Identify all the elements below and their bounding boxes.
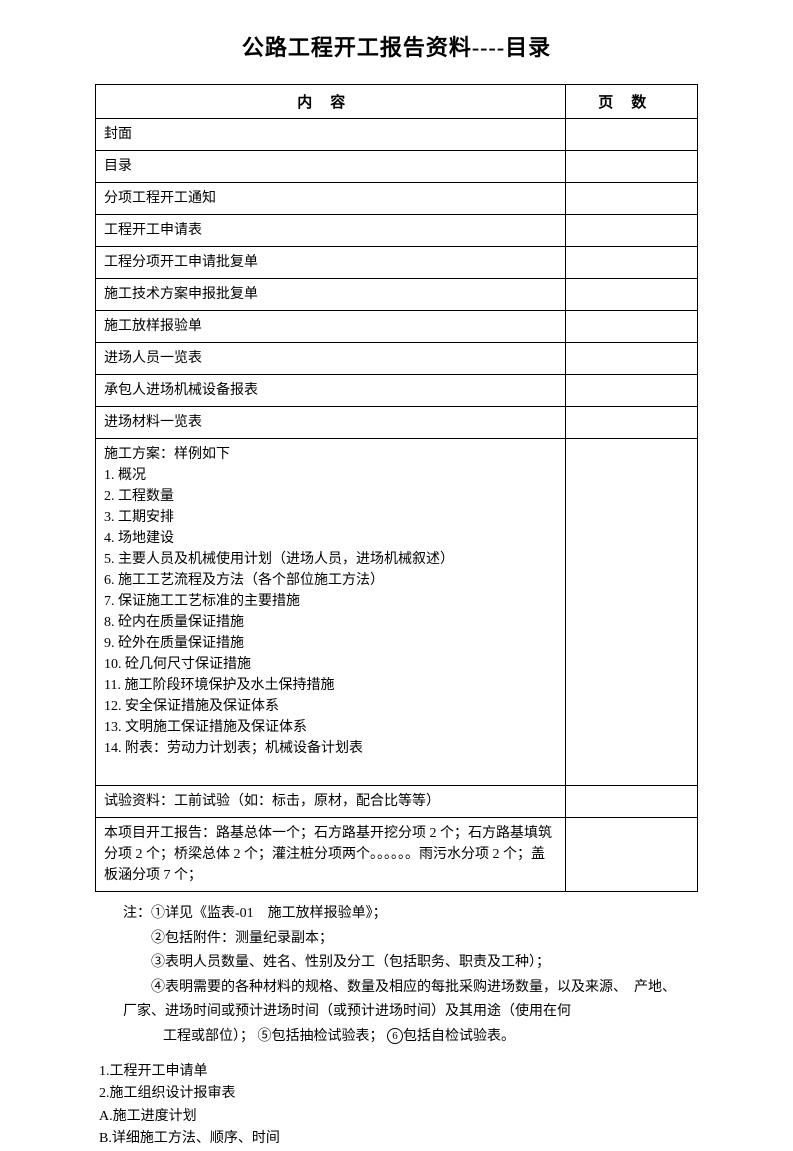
toc-table: 内容 页数 封面 目录 分项工程开工通知 工程开工申请表 工程分项开工申请批复单… [95,84,698,892]
table-row-test: 试验资料：工前试验（如：标击，原材，配合比等等） [96,786,698,818]
header-page: 页数 [565,85,697,119]
header-content: 内容 [96,85,566,119]
cell-content: 进场人员一览表 [96,343,566,375]
table-row: 工程分项开工申请批复单 [96,247,698,279]
note-line: 工程或部位）； ⑤包括抽检试验表； 6包括自检试验表。 [123,1025,698,1050]
cell-content: 目录 [96,151,566,183]
cell-page [565,119,697,151]
table-row-plan: 施工方案：样例如下 1. 概况 2. 工程数量 3. 工期安排 4. 场地建设 … [96,439,698,786]
cell-page [565,343,697,375]
cell-content: 进场材料一览表 [96,407,566,439]
cell-content: 工程开工申请表 [96,215,566,247]
cell-content: 承包人进场机械设备报表 [96,375,566,407]
note-line: ④表明需要的各种材料的规格、数量及相应的每批采购进场数量，以及来源、 产地、 [123,976,698,1001]
cell-page [565,279,697,311]
cell-content: 工程分项开工申请批复单 [96,247,566,279]
note-line: ②包括附件：测量纪录副本； [123,927,698,952]
cell-page [565,407,697,439]
circled-5-icon: ⑤ [258,1029,272,1044]
table-row: 进场材料一览表 [96,407,698,439]
notes-section: 注：①详见《监表-01 施工放样报验单》； ②包括附件：测量纪录副本； ③表明人… [95,902,698,1049]
list-item: 1.工程开工申请单 [99,1061,698,1083]
cell-page [565,247,697,279]
note-line: 注：①详见《监表-01 施工放样报验单》； [123,902,698,927]
table-row-project: 本项目开工报告：路基总体一个；石方路基开挖分项 2 个；石方路基填筑分项 2 个… [96,818,698,892]
table-row: 目录 [96,151,698,183]
cell-content: 分项工程开工通知 [96,183,566,215]
note-text: 包括自检试验表。 [403,1029,515,1044]
bottom-list: 1.工程开工申请单 2.施工组织设计报审表 A.施工进度计划 B.详细施工方法、… [95,1061,698,1151]
circled-6-icon: 6 [387,1028,403,1044]
note-line: ③表明人员数量、姓名、性别及分工（包括职务、职责及工种）； [123,951,698,976]
cell-page [565,183,697,215]
table-row: 分项工程开工通知 [96,183,698,215]
cell-test: 试验资料：工前试验（如：标击，原材，配合比等等） [96,786,566,818]
table-row: 工程开工申请表 [96,215,698,247]
cell-page [565,375,697,407]
cell-page [565,215,697,247]
cell-content: 封面 [96,119,566,151]
cell-page [565,818,697,892]
cell-page [565,311,697,343]
table-row: 封面 [96,119,698,151]
note-text: 包括抽检试验表； [272,1029,384,1044]
note-line: 厂家、进场时间或预计进场时间（或预计进场时间）及其用途（使用在何 [123,1000,698,1025]
list-item: A.施工进度计划 [99,1106,698,1128]
cell-content: 施工技术方案申报批复单 [96,279,566,311]
table-row: 承包人进场机械设备报表 [96,375,698,407]
table-row: 施工放样报验单 [96,311,698,343]
page-title: 公路工程开工报告资料----目录 [95,30,698,62]
cell-plan: 施工方案：样例如下 1. 概况 2. 工程数量 3. 工期安排 4. 场地建设 … [96,439,566,786]
cell-page [565,439,697,786]
list-item: B.详细施工方法、顺序、时间 [99,1128,698,1150]
table-row: 进场人员一览表 [96,343,698,375]
cell-page [565,151,697,183]
list-item: 2.施工组织设计报审表 [99,1083,698,1105]
cell-project: 本项目开工报告：路基总体一个；石方路基开挖分项 2 个；石方路基填筑分项 2 个… [96,818,566,892]
cell-page [565,786,697,818]
cell-content: 施工放样报验单 [96,311,566,343]
note-text: 工程或部位）； [163,1029,254,1044]
table-row: 施工技术方案申报批复单 [96,279,698,311]
